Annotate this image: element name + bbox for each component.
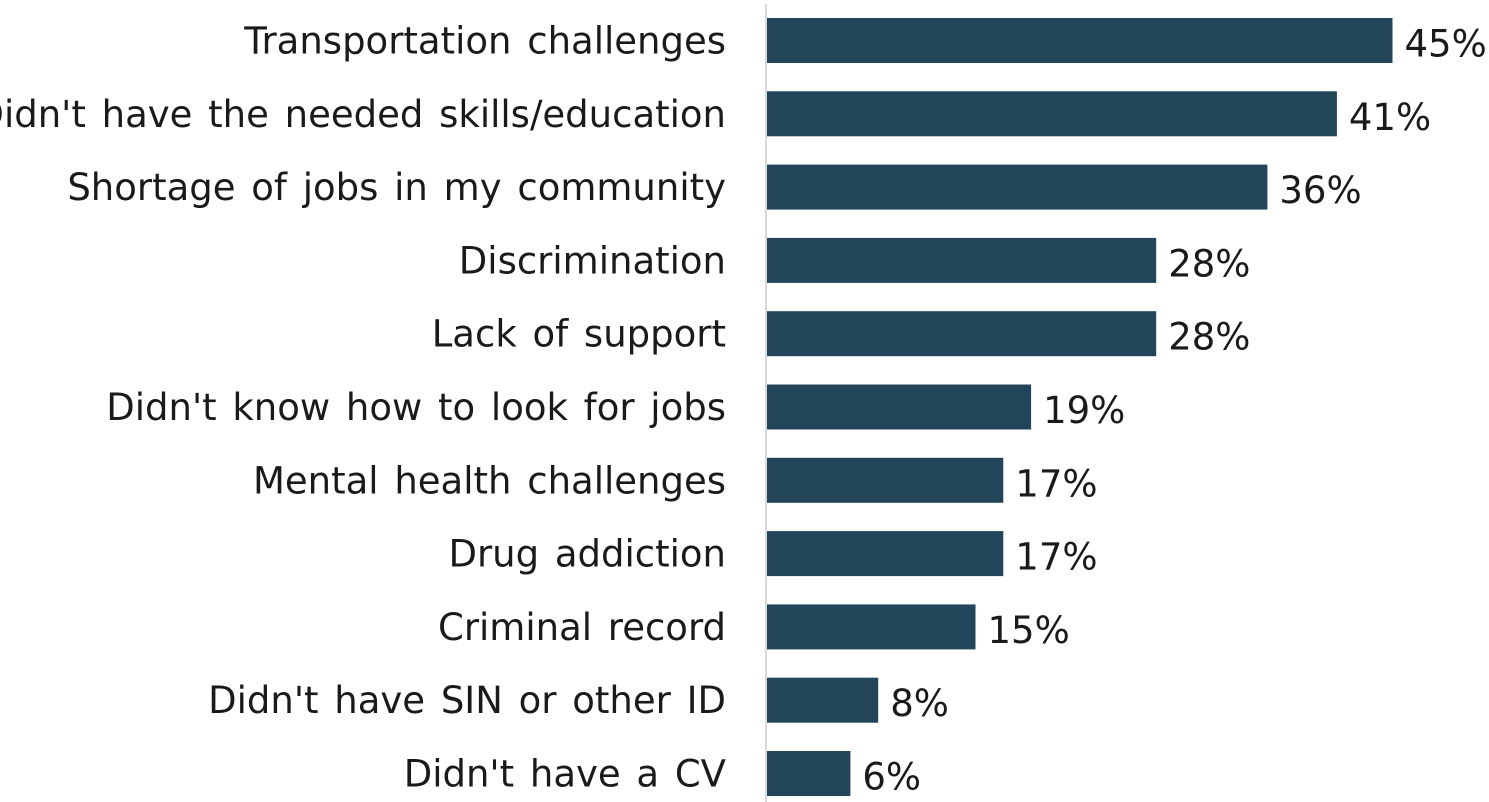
category-label: Transportation challenges [243,20,726,63]
value-label: 15% [988,609,1070,652]
category-label: Mental health challenges [253,459,726,502]
bar [767,18,1393,63]
bar [767,677,879,723]
bar [767,91,1337,137]
value-label: 17% [1015,462,1097,505]
bar [767,604,976,650]
category-label: Didn't have a CV [404,753,726,796]
bar [767,164,1268,210]
category-label: Didn't have SIN or other ID [208,679,726,722]
value-labels-group: 45% 41% 36% 28% 28% 19% 17% 17% 15% 8% 6% [862,23,1486,799]
value-label: 45% [1405,23,1487,66]
bar [767,531,1004,577]
bar [767,237,1157,283]
category-label: Shortage of jobs in my community [67,166,726,209]
category-labels-group: Transportation challenges Didn't have the… [0,20,726,796]
value-label: 19% [1043,389,1125,432]
category-label: Discrimination [459,239,726,282]
category-label: Criminal record [438,606,726,649]
value-label: 28% [1168,242,1250,285]
bar [767,457,1004,503]
value-label: 8% [890,682,949,725]
category-label: Didn't have the needed skills/education [0,93,726,136]
value-label: 6% [862,756,921,799]
category-label: Lack of support [432,313,726,356]
bars-group [767,18,1393,796]
value-label: 28% [1168,316,1250,359]
bar [767,384,1032,430]
bar [767,751,851,796]
category-label: Didn't know how to look for jobs [106,386,726,429]
bar [767,311,1157,357]
value-label: 17% [1015,536,1097,579]
category-label: Drug addiction [448,533,726,576]
value-label: 41% [1349,96,1431,139]
value-label: 36% [1279,169,1361,212]
